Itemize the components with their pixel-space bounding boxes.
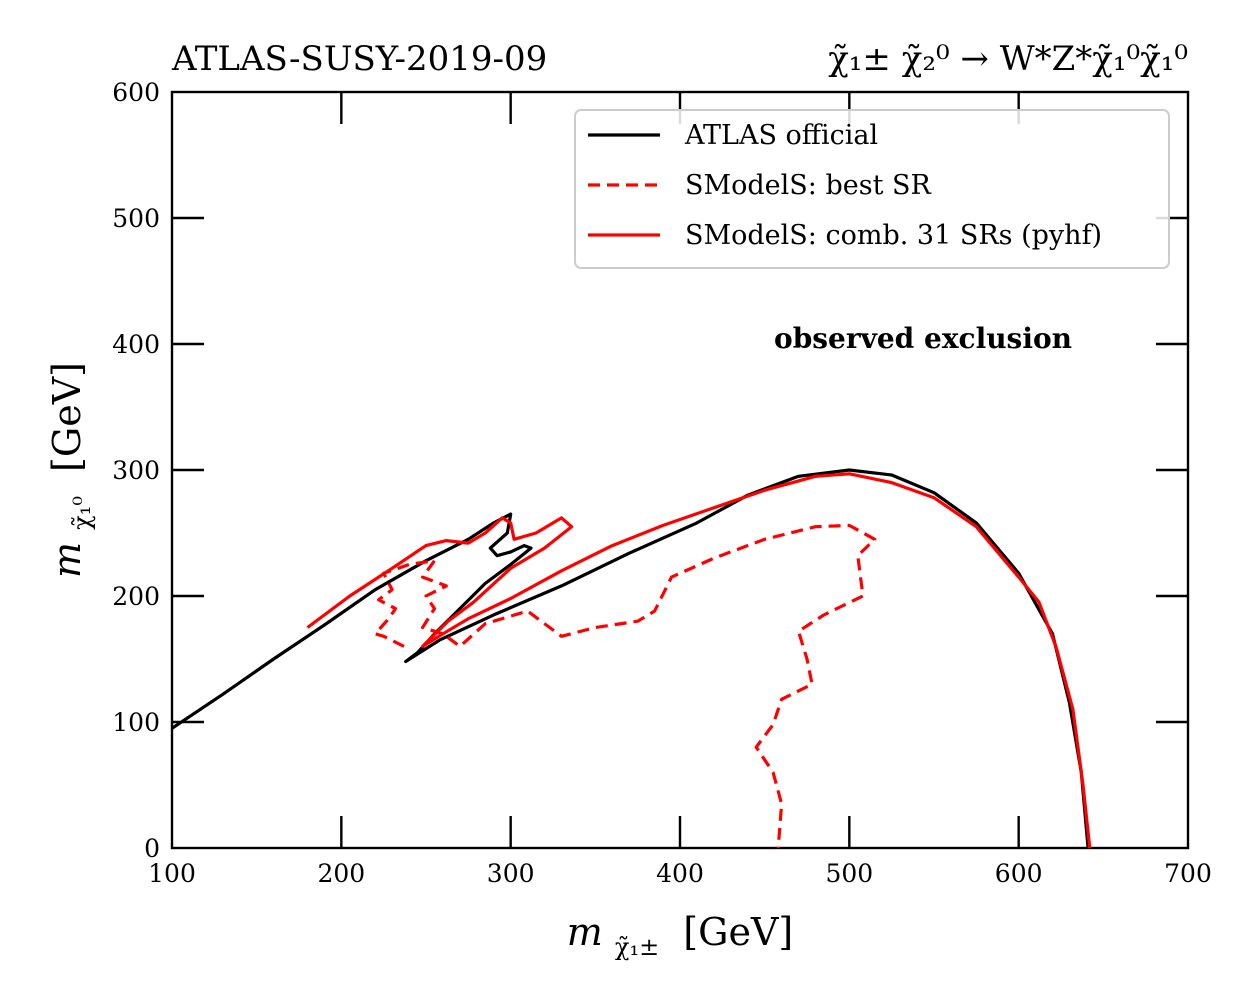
legend-box: [574, 109, 1170, 269]
y-axis-label-sub: χ̃₁⁰: [68, 496, 96, 530]
x-axis-label-main: m: [567, 910, 603, 954]
legend: ATLAS official SModelS: best SR SModelS:…: [574, 109, 1170, 269]
y-tick-label-100: 100: [112, 708, 160, 737]
y-tick-label-600: 600: [112, 78, 160, 107]
x-tick-label-200: 200: [317, 859, 365, 888]
legend-label-best-sr: SModelS: best SR: [685, 170, 932, 201]
x-tick-label-700: 700: [1164, 859, 1212, 888]
y-tick-label-400: 400: [112, 330, 160, 359]
y-axis-label: m χ̃₁⁰ [GeV]: [45, 362, 99, 578]
smodels-best-sr-line: [373, 523, 877, 849]
smodels-combined-line: [306, 472, 1092, 849]
chart-title-right: χ̃₁± χ̃₂⁰ → W*Z*χ̃₁⁰χ̃₁⁰: [828, 39, 1188, 79]
series-lines: [171, 468, 1092, 849]
x-axis-label-sub: χ̃₁±: [615, 933, 659, 961]
x-tick-label-500: 500: [825, 859, 873, 888]
x-tick-label-300: 300: [487, 859, 535, 888]
y-axis-label-main: m: [45, 542, 89, 578]
y-axis-label-unit: [GeV]: [45, 362, 89, 472]
y-tick-label-0: 0: [144, 834, 160, 863]
legend-label-combined: SModelS: comb. 31 SRs (pyhf): [685, 220, 1102, 251]
legend-label-atlas: ATLAS official: [684, 120, 878, 151]
atlas-official-line: [171, 468, 1090, 849]
chart-title-left: ATLAS-SUSY-2019-09: [171, 39, 547, 79]
x-tick-label-400: 400: [656, 859, 704, 888]
y-tick-label-500: 500: [112, 204, 160, 233]
x-tick-label-100: 100: [148, 859, 196, 888]
x-axis-label-unit: [GeV]: [683, 910, 793, 954]
x-tick-label-600: 600: [995, 859, 1043, 888]
y-tick-label-200: 200: [112, 582, 160, 611]
y-tick-label-300: 300: [112, 456, 160, 485]
x-axis-label: m χ̃₁± [GeV]: [567, 910, 793, 964]
observed-exclusion-annotation: observed exclusion: [774, 322, 1072, 355]
